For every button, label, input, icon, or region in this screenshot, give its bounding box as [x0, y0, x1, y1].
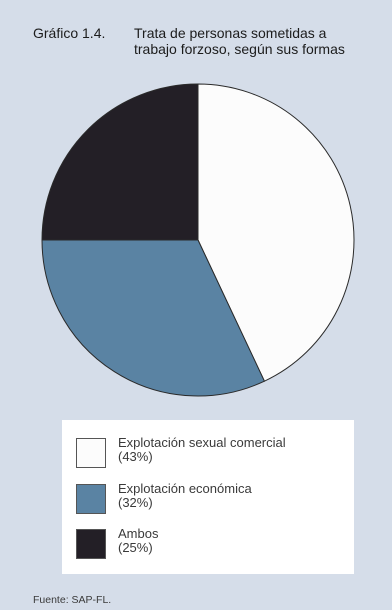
legend-item-ambos: Ambos (25%)	[76, 527, 346, 565]
pie-slice-explotacion-economica	[41, 239, 266, 397]
title-line-2: trabajo forzoso, según sus formas	[134, 41, 345, 57]
pie-slice-explotacion-sexual	[197, 83, 355, 382]
legend-label: Explotación económica	[118, 481, 252, 496]
legend-swatch	[76, 529, 106, 559]
legend-label: Explotación sexual comercial	[118, 435, 286, 450]
legend-swatch	[76, 438, 106, 468]
legend: Explotación sexual comercial (43%) Explo…	[62, 420, 354, 574]
pie-slice-ambos	[41, 83, 199, 241]
legend-value: (25%)	[118, 540, 153, 555]
legend-item-explotacion-economica: Explotación económica (32%)	[76, 482, 346, 520]
legend-value: (32%)	[118, 495, 153, 510]
legend-swatch	[76, 484, 106, 514]
legend-label: Ambos	[118, 526, 159, 541]
legend-item-explotacion-sexual: Explotación sexual comercial (43%)	[76, 436, 346, 474]
chart-title: Gráfico 1.4. Trata de personas sometidas…	[33, 25, 388, 57]
legend-value: (43%)	[118, 449, 153, 464]
title-line-1: Trata de personas sometidas a	[134, 25, 327, 41]
source-note: Fuente: SAP-FL.	[33, 594, 112, 606]
figure-number: Gráfico 1.4.	[33, 25, 106, 41]
